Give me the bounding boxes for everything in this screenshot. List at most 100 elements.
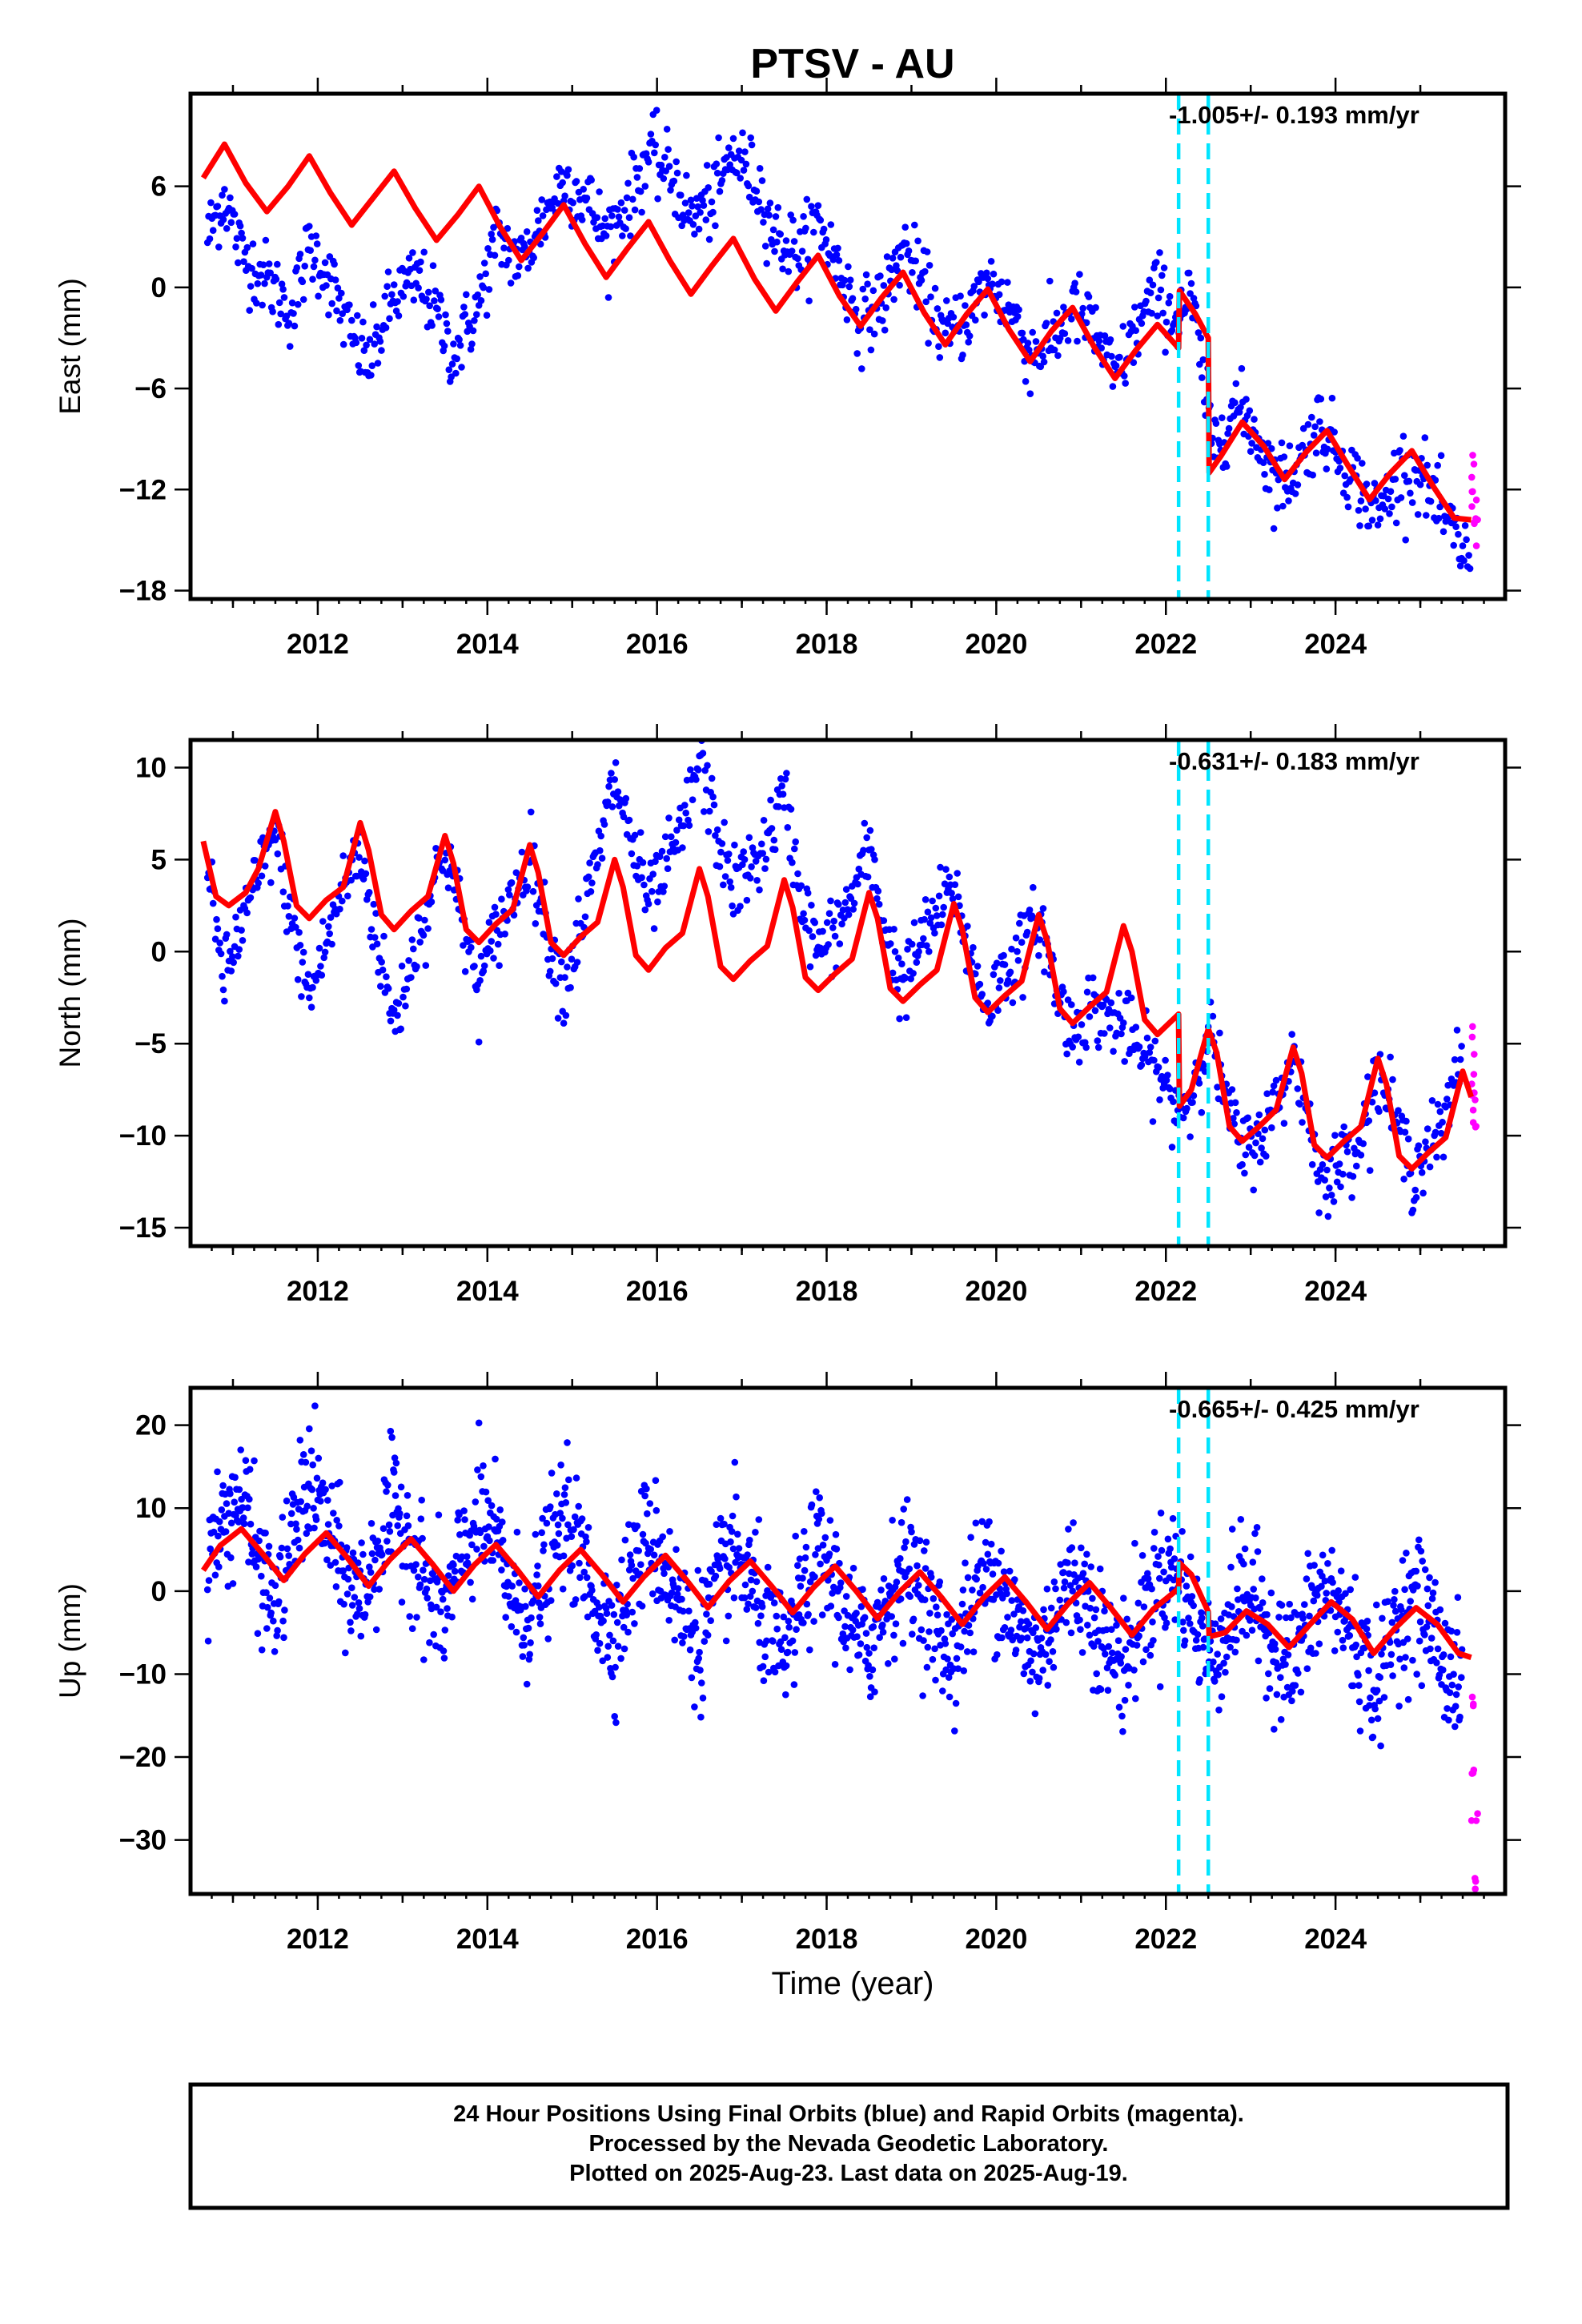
final-orbit-point: [461, 311, 469, 318]
final-orbit-point: [614, 206, 621, 213]
final-orbit-point: [789, 1637, 797, 1645]
final-orbit-point: [821, 1534, 829, 1542]
final-orbit-point: [922, 1538, 930, 1546]
final-orbit-point: [1170, 1098, 1177, 1105]
final-orbit-point: [229, 953, 236, 960]
final-orbit-point: [689, 202, 696, 210]
final-orbit-point: [720, 881, 727, 889]
final-orbit-point: [855, 1651, 863, 1659]
rapid-orbit-point: [1469, 1023, 1476, 1031]
x-tick-label: 2014: [456, 1924, 519, 1955]
final-orbit-point: [1280, 453, 1288, 460]
final-orbit-point: [1395, 1107, 1402, 1114]
final-orbit-point: [562, 1011, 570, 1019]
final-orbit-point: [1309, 471, 1316, 479]
final-orbit-point: [297, 1498, 305, 1506]
final-orbit-point: [1390, 1602, 1397, 1609]
final-orbit-point: [1190, 1092, 1198, 1100]
final-orbit-point: [485, 919, 493, 926]
final-orbit-point: [498, 895, 505, 903]
final-orbit-point: [283, 1497, 291, 1505]
final-orbit-point: [1162, 318, 1170, 326]
final-orbit-point: [1093, 1670, 1100, 1678]
final-orbit-point: [891, 948, 899, 955]
x-tick-label: 2022: [1134, 629, 1197, 660]
final-orbit-point: [390, 1469, 398, 1476]
final-orbit-point: [785, 267, 793, 275]
final-orbit-point: [1352, 1641, 1359, 1649]
final-orbit-point: [440, 1647, 448, 1655]
final-orbit-point: [1324, 1212, 1332, 1220]
final-orbit-point: [1138, 320, 1146, 328]
final-orbit-point: [694, 766, 702, 774]
final-orbit-point: [794, 255, 801, 263]
final-orbit-point: [1171, 1616, 1178, 1623]
final-orbit-point: [344, 892, 351, 900]
final-orbit-point: [1018, 329, 1026, 337]
final-orbit-point: [1003, 1590, 1010, 1598]
final-orbit-point: [529, 887, 537, 895]
final-orbit-point: [1158, 1546, 1166, 1554]
final-orbit-point: [733, 169, 741, 177]
final-orbit-point: [746, 1593, 754, 1600]
y-tick-label: 0: [151, 936, 167, 967]
final-orbit-point: [1071, 1559, 1078, 1566]
final-orbit-point: [841, 1622, 849, 1630]
final-orbit-point: [604, 798, 612, 806]
final-orbit-point: [593, 214, 601, 222]
final-orbit-point: [443, 320, 451, 328]
final-orbit-point: [1076, 1616, 1083, 1624]
final-orbit-point: [206, 235, 214, 243]
final-orbit-point: [505, 1593, 512, 1600]
final-orbit-point: [871, 1688, 878, 1695]
final-orbit-point: [1331, 1132, 1339, 1139]
final-orbit-point: [654, 898, 661, 906]
model-fit-line: [200, 141, 1472, 523]
final-orbit-point: [453, 355, 460, 363]
final-orbit-point: [301, 263, 309, 270]
final-orbit-point: [1349, 1682, 1357, 1690]
final-orbit-point: [596, 1603, 603, 1611]
final-orbit-point: [328, 940, 335, 948]
final-orbit-point: [1156, 1096, 1163, 1104]
final-orbit-point: [679, 1639, 686, 1647]
final-orbit-point: [416, 267, 424, 275]
final-orbit-point: [995, 984, 1003, 991]
final-orbit-point: [383, 1488, 390, 1495]
final-orbit-point: [617, 199, 625, 207]
final-orbit-point: [934, 305, 942, 312]
final-orbit-point: [299, 296, 307, 304]
final-orbit-point: [1299, 424, 1307, 432]
final-orbit-point: [896, 281, 903, 289]
final-orbit-point: [261, 862, 269, 870]
final-orbit-point: [1087, 1563, 1094, 1570]
final-orbit-point: [1164, 1535, 1172, 1543]
final-orbit-point: [386, 315, 393, 323]
final-orbit-point: [747, 1576, 755, 1584]
final-orbit-point: [572, 1596, 580, 1603]
final-orbit-point: [944, 1655, 951, 1663]
final-orbit-point: [1259, 459, 1267, 466]
final-orbit-point: [972, 1519, 980, 1527]
final-orbit-point: [496, 962, 503, 969]
final-orbit-point: [965, 1622, 973, 1629]
final-orbit-point: [1355, 1698, 1363, 1706]
final-orbit-point: [715, 134, 722, 142]
final-orbit-point: [485, 286, 493, 293]
final-orbit-point: [808, 902, 815, 909]
final-orbit-point: [1074, 1033, 1082, 1041]
final-orbit-point: [307, 247, 315, 255]
final-orbit-point: [912, 257, 919, 265]
final-orbit-point: [1133, 1642, 1141, 1649]
final-orbit-point: [603, 1610, 611, 1617]
final-orbit-point: [794, 870, 801, 878]
final-orbit-point: [1397, 494, 1405, 501]
final-orbit-point: [759, 850, 766, 857]
final-orbit-point: [734, 1530, 741, 1538]
final-orbit-point: [652, 1477, 660, 1484]
final-orbit-point: [949, 895, 957, 903]
final-orbit-point: [628, 850, 636, 858]
final-orbit-point: [480, 259, 488, 267]
final-orbit-point: [214, 925, 222, 932]
